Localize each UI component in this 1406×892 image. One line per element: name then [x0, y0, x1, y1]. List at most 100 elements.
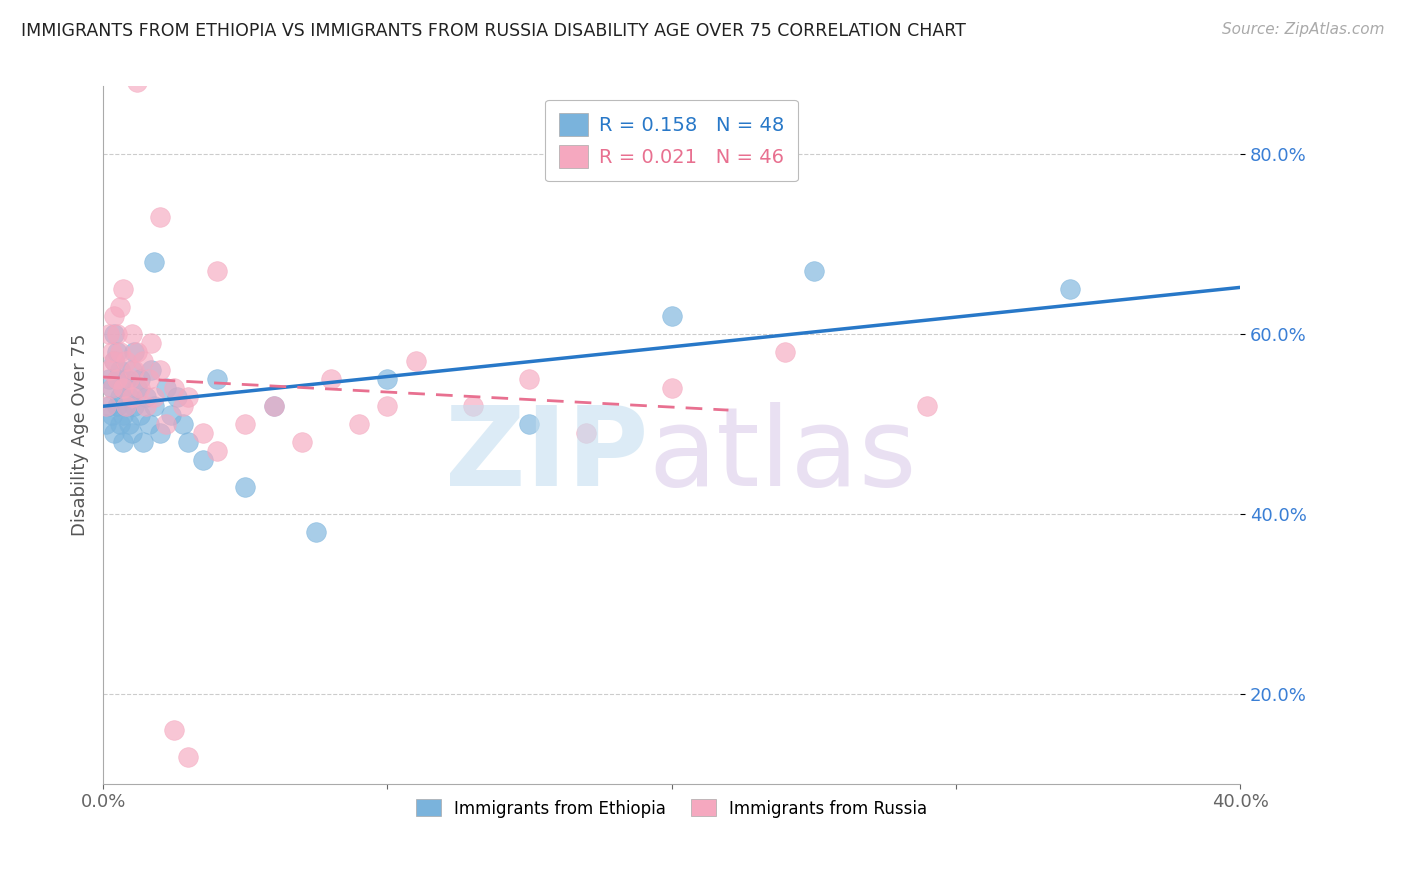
Point — [129, 372, 152, 386]
Point — [108, 344, 131, 359]
Point — [138, 417, 160, 431]
Point — [111, 434, 134, 449]
Text: Source: ZipAtlas.com: Source: ZipAtlas.com — [1222, 22, 1385, 37]
Point — [97, 326, 120, 341]
Point — [115, 353, 138, 368]
Point — [127, 75, 149, 89]
Point — [108, 417, 131, 431]
Point — [111, 408, 134, 422]
Point — [143, 255, 166, 269]
Point — [205, 443, 228, 458]
Point — [149, 210, 172, 224]
Point — [263, 399, 285, 413]
Point — [103, 353, 125, 368]
Point — [100, 381, 122, 395]
Point — [405, 353, 427, 368]
Point — [111, 282, 134, 296]
Legend: Immigrants from Ethiopia, Immigrants from Russia: Immigrants from Ethiopia, Immigrants fro… — [409, 793, 934, 824]
Point — [103, 326, 125, 341]
Point — [135, 390, 157, 404]
Point — [143, 399, 166, 413]
Text: ZIP: ZIP — [446, 402, 648, 509]
Point — [149, 425, 172, 440]
Point — [132, 434, 155, 449]
Point — [105, 399, 128, 413]
Point — [519, 372, 541, 386]
Point — [108, 390, 131, 404]
Point — [105, 372, 128, 386]
Point — [105, 344, 128, 359]
Point — [155, 381, 177, 395]
Point — [291, 434, 314, 449]
Point — [519, 417, 541, 431]
Point — [97, 363, 120, 377]
Point — [103, 353, 125, 368]
Point — [118, 372, 141, 386]
Point — [129, 381, 152, 395]
Point — [775, 344, 797, 359]
Point — [155, 417, 177, 431]
Point — [118, 390, 141, 404]
Point — [163, 723, 186, 737]
Point — [124, 363, 146, 377]
Point — [377, 372, 399, 386]
Point — [115, 399, 138, 413]
Point — [135, 399, 157, 413]
Point — [141, 363, 163, 377]
Point — [103, 425, 125, 440]
Point — [172, 417, 194, 431]
Point — [917, 399, 939, 413]
Point — [233, 417, 256, 431]
Point — [233, 480, 256, 494]
Point — [803, 264, 825, 278]
Point — [124, 344, 146, 359]
Point — [132, 353, 155, 368]
Point — [108, 363, 131, 377]
Point — [191, 452, 214, 467]
Point — [377, 399, 399, 413]
Point — [141, 335, 163, 350]
Point — [103, 309, 125, 323]
Point — [115, 372, 138, 386]
Point — [305, 524, 328, 539]
Point — [108, 300, 131, 314]
Point — [575, 425, 598, 440]
Y-axis label: Disability Age Over 75: Disability Age Over 75 — [72, 334, 89, 536]
Point — [121, 326, 143, 341]
Point — [100, 344, 122, 359]
Point — [100, 408, 122, 422]
Point — [105, 326, 128, 341]
Point — [129, 408, 152, 422]
Point — [347, 417, 370, 431]
Point — [205, 264, 228, 278]
Point — [661, 381, 683, 395]
Point — [124, 399, 146, 413]
Point — [111, 381, 134, 395]
Point — [177, 390, 200, 404]
Point — [118, 417, 141, 431]
Point — [149, 363, 172, 377]
Point — [127, 381, 149, 395]
Point — [94, 417, 117, 431]
Point — [263, 399, 285, 413]
Point — [121, 425, 143, 440]
Point — [121, 363, 143, 377]
Point — [319, 372, 342, 386]
Point — [143, 390, 166, 404]
Point — [111, 381, 134, 395]
Point — [1059, 282, 1081, 296]
Point — [177, 434, 200, 449]
Point — [177, 749, 200, 764]
Point — [115, 399, 138, 413]
Point — [661, 309, 683, 323]
Point — [461, 399, 484, 413]
Point — [160, 408, 183, 422]
Point — [138, 372, 160, 386]
Point — [121, 390, 143, 404]
Text: IMMIGRANTS FROM ETHIOPIA VS IMMIGRANTS FROM RUSSIA DISABILITY AGE OVER 75 CORREL: IMMIGRANTS FROM ETHIOPIA VS IMMIGRANTS F… — [21, 22, 966, 40]
Point — [97, 372, 120, 386]
Point — [97, 399, 120, 413]
Point — [166, 390, 188, 404]
Text: atlas: atlas — [648, 402, 917, 509]
Point — [105, 372, 128, 386]
